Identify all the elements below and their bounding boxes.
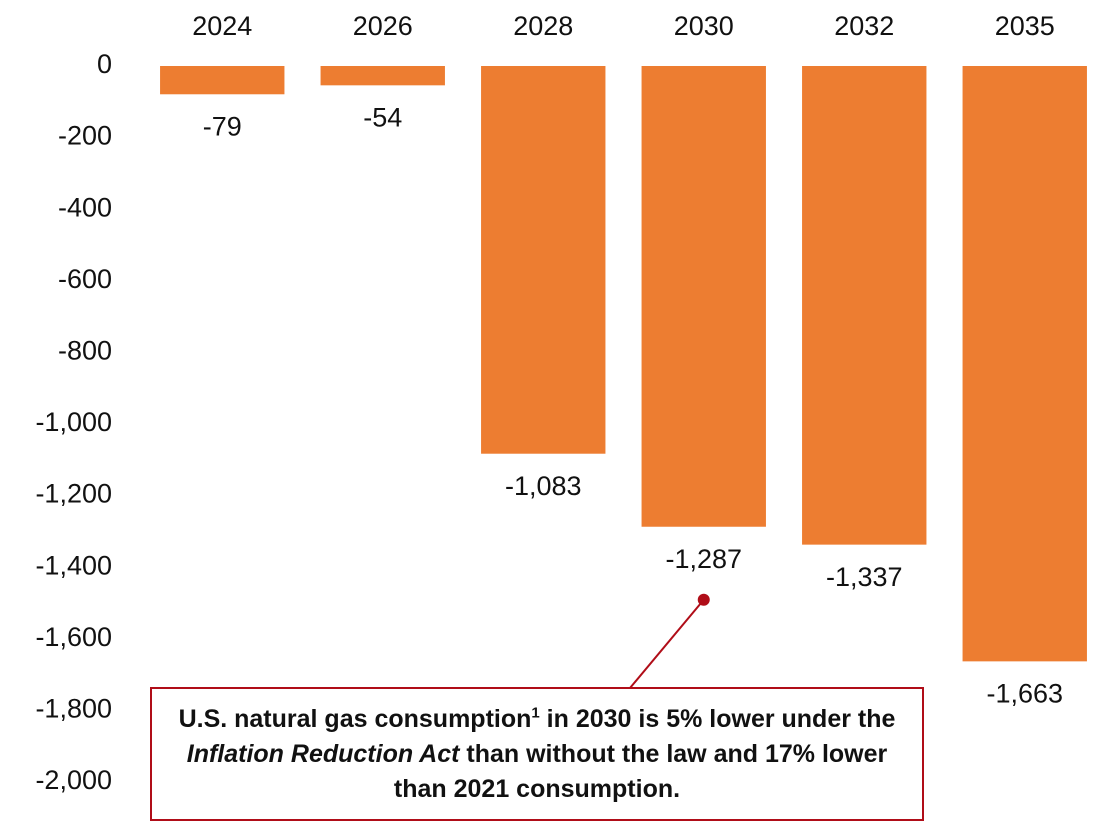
bar-series	[160, 66, 1087, 662]
data-label: -79	[203, 111, 242, 141]
bar	[641, 66, 766, 527]
y-tick-label: -400	[58, 192, 112, 222]
x-category-label: 2030	[674, 11, 734, 41]
annotation-line	[629, 599, 705, 689]
annotation-callout: U.S. natural gas consumption1 in 2030 is…	[150, 687, 924, 821]
x-category-label: 2028	[513, 11, 573, 41]
annotation-pointer	[629, 593, 710, 689]
x-category-label: 2035	[995, 11, 1055, 41]
y-tick-label: -200	[58, 121, 112, 151]
bar	[481, 66, 606, 454]
y-tick-label: -600	[58, 264, 112, 294]
y-axis: 0 -200 -400 -600 -800 -1,000 -1,200 -1,400 -1,60…	[35, 49, 112, 795]
annotation-law-name: Inflation Reduction Act	[186, 739, 460, 768]
data-label: -1,083	[505, 471, 582, 501]
y-tick-label: -1,400	[35, 550, 112, 580]
bar	[320, 66, 445, 86]
annotation-text-before: U.S. natural gas consumption	[178, 704, 532, 733]
y-tick-label: -2,000	[35, 765, 112, 795]
data-label: -1,287	[665, 544, 742, 574]
annotation-footnote-marker: 1	[531, 704, 540, 722]
data-label: -54	[363, 102, 402, 132]
data-labels: -79 -54 -1,083 -1,287 -1,337 -1,663	[203, 102, 1063, 708]
x-category-label: 2024	[192, 11, 252, 41]
annotation-text-middle: in 2030 is 5% lower under the	[539, 704, 896, 733]
x-category-label: 2026	[353, 11, 413, 41]
annotation-text: U.S. natural gas consumption1 in 2030 is…	[170, 702, 904, 807]
annotation-text-after: than without the law and 17% lower than …	[393, 739, 888, 803]
bar	[160, 66, 285, 95]
y-tick-label: -1,200	[35, 479, 112, 509]
annotation-dot	[697, 593, 710, 606]
x-axis: 2024 2026 2028 2030 2032 2035	[192, 11, 1055, 41]
data-label: -1,337	[826, 562, 903, 592]
y-tick-label: -1,600	[35, 622, 112, 652]
y-tick-label: -800	[58, 336, 112, 366]
bar	[962, 66, 1087, 662]
data-label: -1,663	[986, 678, 1063, 708]
y-tick-label: 0	[97, 49, 112, 79]
x-category-label: 2032	[834, 11, 894, 41]
bar	[802, 66, 927, 545]
y-tick-label: -1,800	[35, 694, 112, 724]
y-tick-label: -1,000	[35, 407, 112, 437]
